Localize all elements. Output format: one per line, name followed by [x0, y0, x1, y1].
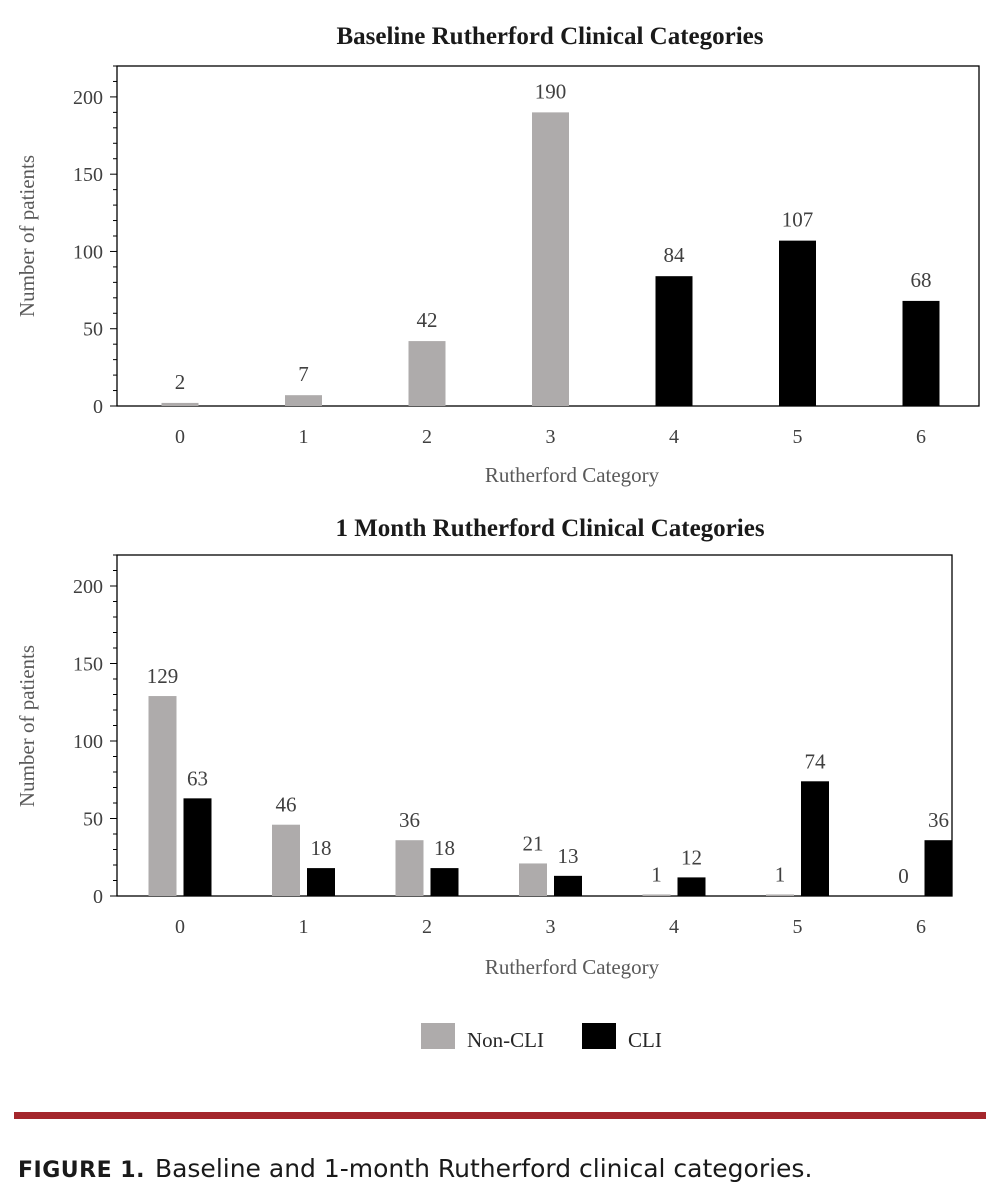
x-tick-label: 4 [669, 426, 679, 448]
baseline-chart-title: Baseline Rutherford Clinical Categories [336, 23, 763, 50]
y-tick-label: 150 [73, 654, 103, 676]
x-tick-label: 2 [422, 916, 432, 938]
legend-swatch-non-cli [421, 1023, 455, 1049]
y-tick-label: 50 [83, 809, 103, 831]
x-tick-label: 0 [175, 916, 185, 938]
bar-value-label: 0 [898, 864, 909, 888]
x-tick-label: 5 [793, 426, 803, 448]
bar-value-label: 36 [399, 808, 420, 832]
bar-value-label: 68 [911, 268, 932, 292]
bar-cli [183, 798, 212, 896]
bar-value-label: 84 [664, 243, 686, 267]
baseline-y-axis: 0 50 100 150 200 [73, 65, 117, 418]
legend-swatch-cli [582, 1023, 616, 1049]
x-tick-label: 1 [299, 426, 309, 448]
bar-value-label: 129 [147, 664, 179, 688]
bar [285, 395, 322, 406]
legend-label-non-cli: Non-CLI [467, 1028, 544, 1052]
bar [532, 112, 569, 406]
baseline-chart: Baseline Rutherford Clinical Categories … [15, 23, 980, 487]
bar-value-label: 63 [187, 766, 208, 790]
x-tick-label: 3 [546, 916, 556, 938]
bar-value-label: 18 [434, 836, 455, 860]
bar-value-label: 12 [681, 845, 702, 869]
bar-value-label: 1 [651, 862, 662, 886]
bar-non-cli [272, 824, 300, 896]
legend-label-cli: CLI [628, 1028, 662, 1052]
bar [161, 402, 199, 406]
bar-non-cli [148, 696, 177, 896]
one-month-y-axis-label: Number of patients [15, 645, 39, 807]
figure-caption-text: Baseline and 1-month Rutherford clinical… [155, 1154, 812, 1183]
bar-value-label: 46 [276, 793, 297, 817]
bar [408, 341, 446, 406]
baseline-y-axis-label: Number of patients [15, 155, 39, 317]
figure-caption: FIGURE 1. Baseline and 1-month Rutherfor… [18, 1154, 812, 1183]
bar-cli [307, 868, 335, 896]
bar-value-label: 18 [311, 836, 332, 860]
bar-value-label: 1 [775, 862, 786, 886]
bar-value-label: 2 [175, 370, 186, 394]
bar-value-label: 21 [523, 831, 544, 855]
bar-cli [677, 877, 706, 896]
bar-value-label: 74 [805, 749, 827, 773]
bar-value-label: 107 [782, 208, 814, 232]
y-tick-label: 0 [93, 886, 103, 908]
bar-non-cli [395, 840, 424, 896]
baseline-bars: 2 7 42 190 84 107 68 [161, 79, 940, 406]
one-month-y-axis: 0 50 100 150 200 [73, 554, 117, 908]
bar-cli [924, 840, 953, 896]
bar-value-label: 42 [417, 308, 438, 332]
baseline-x-axis: 0 1 2 3 4 5 6 [175, 426, 926, 448]
bar-cli [554, 875, 582, 896]
one-month-chart: 1 Month Rutherford Clinical Categories 0… [15, 515, 953, 979]
y-tick-label: 100 [73, 241, 103, 263]
bar [902, 300, 940, 406]
bar-cli [430, 868, 459, 896]
bar-non-cli [519, 863, 547, 896]
y-tick-label: 200 [73, 576, 103, 598]
x-tick-label: 6 [916, 916, 926, 938]
bar-value-label: 7 [298, 362, 309, 386]
x-tick-label: 4 [669, 916, 679, 938]
x-tick-label: 6 [916, 426, 926, 448]
figure-caption-label: FIGURE 1. [18, 1158, 145, 1183]
y-tick-label: 50 [83, 319, 103, 341]
one-month-chart-title: 1 Month Rutherford Clinical Categories [335, 515, 764, 542]
bar [779, 240, 816, 406]
y-tick-label: 0 [93, 396, 103, 418]
bar-value-label: 190 [535, 79, 567, 103]
x-tick-label: 3 [546, 426, 556, 448]
caption-divider [14, 1112, 986, 1119]
one-month-bars: 129 46 36 21 1 1 0 63 18 18 13 12 74 36 [147, 664, 953, 896]
y-tick-label: 100 [73, 731, 103, 753]
one-month-x-axis: 0 1 2 3 4 5 6 [175, 916, 926, 938]
bar-non-cli [766, 894, 794, 896]
y-tick-label: 200 [73, 87, 103, 109]
chart-legend: Non-CLI CLI [421, 1023, 662, 1052]
x-tick-label: 2 [422, 426, 432, 448]
baseline-x-axis-label: Rutherford Category [485, 463, 660, 487]
x-tick-label: 5 [793, 916, 803, 938]
bar-cli [801, 781, 829, 896]
x-tick-label: 0 [175, 426, 185, 448]
bar-value-label: 36 [928, 808, 949, 832]
one-month-x-axis-label: Rutherford Category [485, 955, 660, 979]
x-tick-label: 1 [299, 916, 309, 938]
y-tick-label: 150 [73, 164, 103, 186]
bar-non-cli [642, 894, 671, 896]
bar-value-label: 13 [558, 844, 579, 868]
bar [655, 276, 693, 406]
